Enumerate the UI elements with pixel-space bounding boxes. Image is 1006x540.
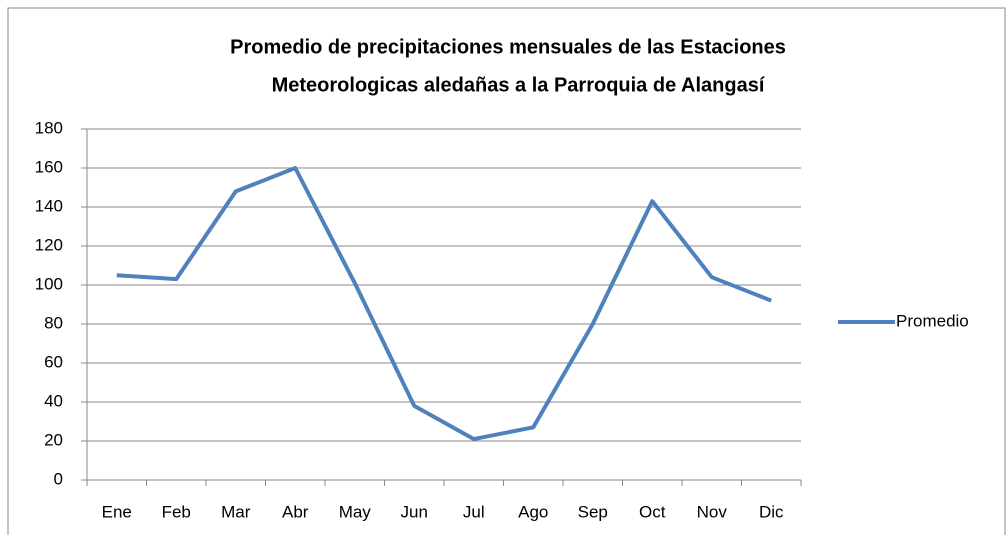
x-tick-label: Mar: [221, 502, 251, 521]
chart-border: [7, 7, 1006, 540]
x-tick-label: Feb: [162, 502, 191, 521]
x-tick-label: Dic: [759, 502, 784, 521]
y-tick-label: 40: [44, 391, 63, 410]
chart-subtitle: Meteorologicas aledañas a la Parroquia d…: [272, 74, 766, 96]
data-line: [116, 166, 772, 442]
y-tick-label: 20: [44, 430, 63, 449]
y-tick-label: 0: [54, 469, 63, 488]
x-tick-label: Jul: [463, 502, 485, 521]
y-tick-label: 100: [35, 274, 63, 293]
y-tick-label: 80: [44, 313, 63, 332]
x-tick-label: Jun: [401, 502, 428, 521]
legend-label: Promedio: [896, 311, 969, 330]
chart-title: Promedio de precipitaciones mensuales de…: [230, 36, 786, 58]
x-tick-label: May: [339, 502, 372, 521]
x-tick-label: Oct: [639, 502, 666, 521]
x-tick-label: Ago: [518, 502, 548, 521]
x-tick-label: Abr: [282, 502, 309, 521]
x-tick-label: Ene: [102, 502, 132, 521]
y-tick-label: 120: [35, 235, 63, 254]
y-tick-label: 180: [35, 118, 63, 137]
y-tick-label: 140: [35, 196, 63, 215]
y-tick-label: 60: [44, 352, 63, 371]
x-tick-label: Nov: [697, 502, 728, 521]
y-tick-label: 160: [35, 157, 63, 176]
x-tick-label: Sep: [578, 502, 608, 521]
